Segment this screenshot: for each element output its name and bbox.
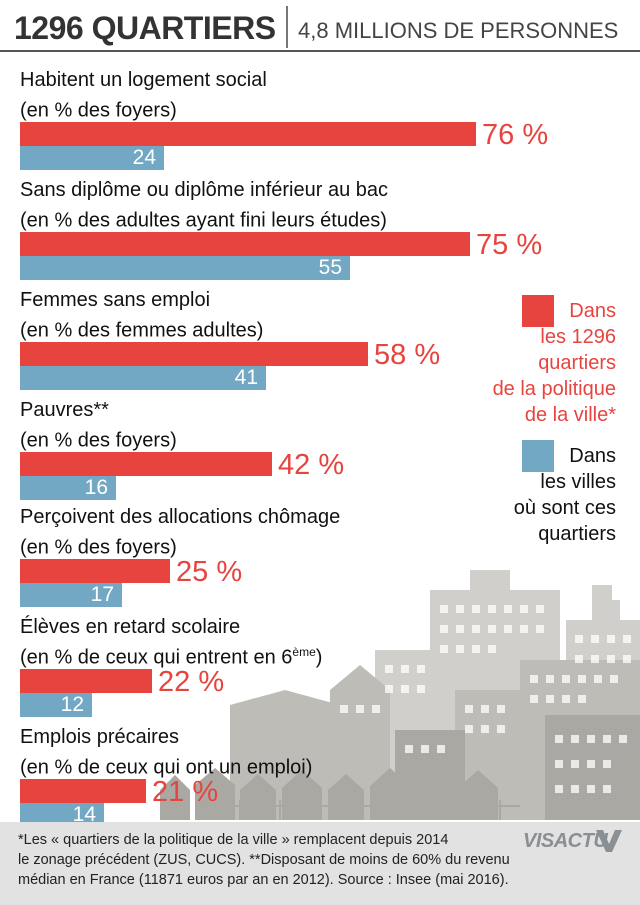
bar-villes bbox=[20, 583, 122, 607]
category-label-text: (en % des femmes adultes) bbox=[20, 319, 264, 342]
bar-quartiers bbox=[20, 232, 470, 256]
category-label-line1: Femmes sans emploi bbox=[20, 289, 211, 311]
bar-value-quartiers: 22 % bbox=[158, 666, 225, 698]
category-label-text: (en % des foyers) bbox=[20, 99, 177, 122]
legend-line: Dans bbox=[569, 300, 616, 322]
bar-quartiers bbox=[20, 779, 146, 803]
header-bar: 1296 QUARTIERS 4,8 MILLIONS DE PERSONNES bbox=[0, 0, 640, 52]
bar-villes bbox=[20, 476, 116, 500]
bar-value-villes: 14 bbox=[72, 803, 96, 826]
category-label-line2: (en % des foyers) bbox=[20, 530, 340, 561]
legend-line: les villes bbox=[540, 471, 616, 493]
category-label-line2: (en % des adultes ayant fini leurs étude… bbox=[20, 203, 388, 234]
bar-value-villes: 12 bbox=[60, 693, 84, 716]
bar-value-quartiers: 25 % bbox=[176, 556, 243, 588]
category-label-line2: (en % des foyers) bbox=[20, 423, 177, 454]
legend-swatch-blue bbox=[522, 440, 554, 472]
legend-line: de la politique bbox=[492, 378, 616, 400]
header-subtitle: 4,8 MILLIONS DE PERSONNES bbox=[298, 18, 619, 43]
legend-label-villes: Dans les villes où sont ces quartiers bbox=[440, 443, 616, 547]
legend-line: les 1296 bbox=[540, 326, 616, 348]
bar-value-quartiers: 42 % bbox=[278, 449, 345, 481]
bar-value-quartiers: 21 % bbox=[152, 776, 219, 808]
category-label-line1: Perçoivent des allocations chômage bbox=[20, 506, 341, 528]
category-label-line1: Emplois précaires bbox=[20, 726, 179, 748]
footer-notes: *Les « quartiers de la politique de la v… bbox=[0, 822, 640, 905]
legend-line: de la ville* bbox=[524, 404, 616, 426]
category-label: Femmes sans emploi (en % des femmes adult… bbox=[20, 288, 263, 344]
category-label-text: (en % des foyers) bbox=[20, 536, 177, 559]
category-label-line1: Pauvres** bbox=[20, 399, 109, 421]
category-label-text: (en % des foyers) bbox=[20, 429, 177, 452]
bar-quartiers bbox=[20, 669, 152, 693]
category-label: Emplois précaires (en % de ceux qui ont u… bbox=[20, 725, 312, 781]
bar-villes bbox=[20, 146, 164, 170]
bar-villes bbox=[20, 366, 266, 390]
legend-line: quartiers bbox=[538, 352, 616, 374]
footnote-text: *Les « quartiers de la politique de la v… bbox=[18, 830, 588, 890]
category-label: Pauvres** (en % des foyers) bbox=[20, 398, 177, 454]
bar-quartiers bbox=[20, 452, 272, 476]
category-label-text: (en % des adultes ayant fini leurs étude… bbox=[20, 209, 387, 232]
bar-villes bbox=[20, 693, 92, 717]
visactu-logo: VISACTU bbox=[523, 830, 608, 852]
legend-label-quartiers: Dans les 1296 quartiers de la politique … bbox=[440, 298, 616, 428]
bar-quartiers bbox=[20, 559, 170, 583]
category-label: Perçoivent des allocations chômage (en % … bbox=[20, 505, 340, 561]
bar-value-villes: 16 bbox=[84, 476, 108, 499]
legend-swatch-red bbox=[522, 295, 554, 327]
bar-value-villes: 55 bbox=[318, 256, 342, 279]
bar-quartiers bbox=[20, 342, 368, 366]
category-label-line2: (en % des foyers) bbox=[20, 93, 267, 124]
category-label-line1: Sans diplôme ou diplôme inférieur au bac bbox=[20, 179, 388, 201]
category-label: Élèves en retard scolaire (en % de ceux q… bbox=[20, 615, 322, 671]
bar-value-villes: 17 bbox=[90, 583, 114, 606]
header-title: 1296 QUARTIERS bbox=[14, 10, 276, 46]
category-label-text: (en % de ceux qui entrent en 6 bbox=[20, 646, 293, 669]
category-label-line2: (en % de ceux qui entrent en 6ème) bbox=[20, 640, 322, 671]
bar-value-villes: 41 bbox=[234, 366, 258, 389]
bar-value-quartiers: 76 % bbox=[482, 119, 549, 151]
visactu-logo-mark-icon bbox=[596, 830, 622, 852]
legend-line: quartiers bbox=[538, 523, 616, 545]
bar-villes bbox=[20, 256, 350, 280]
category-label-suffix: ) bbox=[315, 646, 323, 669]
bar-value-quartiers: 75 % bbox=[476, 229, 543, 261]
category-label-line1: Habitent un logement social bbox=[20, 69, 267, 91]
bar-value-villes: 24 bbox=[132, 146, 156, 169]
footnote-line: *Les « quartiers de la politique de la v… bbox=[18, 832, 449, 848]
legend-line: Dans bbox=[569, 445, 616, 467]
category-label-text: (en % de ceux qui ont un emploi) bbox=[20, 756, 313, 779]
bar-quartiers bbox=[20, 122, 476, 146]
footnote-line: le zonage précédent (ZUS, CUCS). **Dispo… bbox=[18, 852, 510, 868]
bar-value-quartiers: 58 % bbox=[374, 339, 441, 371]
category-label-sup: ème bbox=[292, 645, 316, 659]
category-label: Habitent un logement social (en % des foy… bbox=[20, 68, 267, 124]
category-label-line1: Élèves en retard scolaire bbox=[20, 616, 241, 638]
category-label-line2: (en % des femmes adultes) bbox=[20, 313, 263, 344]
header-divider bbox=[286, 6, 288, 48]
legend-line: où sont ces bbox=[513, 497, 616, 519]
category-label: Sans diplôme ou diplôme inférieur au bac… bbox=[20, 178, 388, 234]
footnote-line: médian en France (11871 euros par an en … bbox=[18, 872, 509, 888]
category-label-line2: (en % de ceux qui ont un emploi) bbox=[20, 750, 312, 781]
